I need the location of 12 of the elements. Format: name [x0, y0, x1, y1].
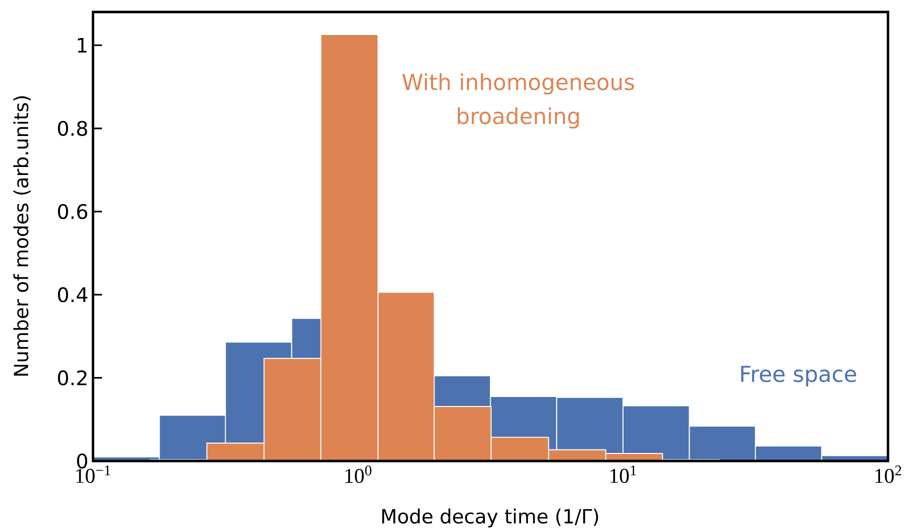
x-tick-label: 10$^{2}$ [875, 466, 902, 483]
x-axis-title: Mode decay time (1/Γ) [382, 508, 598, 528]
y-tick-label: 0.6 [58, 204, 88, 220]
y-tick-label: 0.2 [58, 370, 86, 386]
series-label: With inhomogeneous broadening [402, 73, 634, 129]
y-tick-label: 1 [78, 38, 87, 53]
y-tick-label: 0.8 [58, 120, 88, 136]
y-tick-label: 0.4 [58, 287, 88, 302]
y-axis-title: Number of modes (arb.units) [13, 96, 31, 376]
x-tick-label: 10$^{1}$ [610, 466, 636, 483]
series-label: Free space [741, 366, 856, 386]
x-tick-label: 10$^{0}$ [345, 466, 372, 484]
